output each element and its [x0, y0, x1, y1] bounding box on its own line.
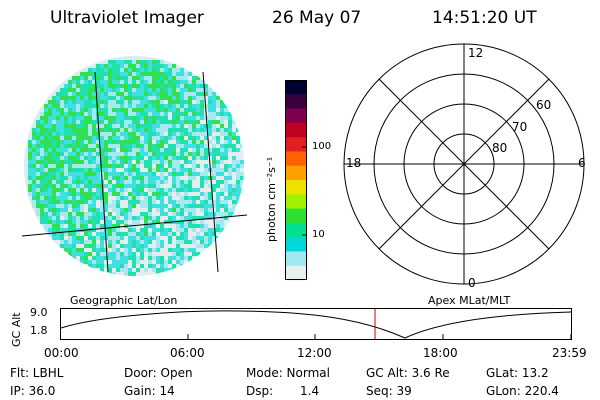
time-label: 14:51:20 UT — [432, 8, 537, 28]
uv-earth-image — [21, 56, 248, 276]
mlat-label-80: 80 — [492, 141, 508, 155]
colorbar-unit-label: photon cm⁻²s⁻¹ — [265, 156, 278, 242]
door-info: Door: Open — [124, 366, 193, 380]
mlat-label-60: 60 — [536, 98, 552, 112]
mlt-label-18: 18 — [346, 156, 362, 170]
geographic-label: Geographic Lat/Lon — [70, 294, 178, 307]
colorbar — [285, 80, 307, 281]
colorbar-band — [285, 108, 307, 124]
dsp-info-value: 1.4 — [300, 384, 320, 398]
colorbar-band — [285, 137, 307, 152]
x-tick-0600: 06:00 — [170, 346, 205, 360]
mlt-label-12: 12 — [468, 46, 484, 60]
colorbar-band — [285, 151, 307, 167]
colorbar-tick-10: 10 — [312, 229, 325, 240]
colorbar-band — [285, 194, 307, 210]
colorbar-band — [285, 265, 307, 281]
orbit-ylabel: GC Alt — [10, 312, 23, 347]
colorbar-band — [285, 94, 307, 110]
colorbar-band — [285, 222, 307, 238]
orbit-ytick-9: 9.0 — [30, 306, 48, 319]
gain-info: Gain: 14 — [124, 384, 175, 398]
colorbar-tick-100: 100 — [312, 141, 332, 152]
date-label: 26 May 07 — [272, 8, 362, 28]
x-tick-1200: 12:00 — [297, 346, 332, 360]
x-tick-1800: 18:00 — [423, 346, 458, 360]
orbit-altitude-plot — [60, 308, 572, 340]
glat-info: GLat: 13.2 — [486, 366, 549, 380]
filter-info: Flt: LBHL — [10, 366, 64, 380]
glon-info: GLon: 220.4 — [486, 384, 559, 398]
dsp-info-label: Dsp: — [246, 384, 274, 398]
colorbar-band — [285, 208, 307, 224]
colorbar-band — [285, 122, 307, 138]
ip-info: IP: 36.0 — [10, 384, 56, 398]
colorbar-band — [285, 237, 307, 252]
instrument-title: Ultraviolet Imager — [50, 8, 204, 28]
x-tick-0000: 00:00 — [44, 346, 79, 360]
polar-plot — [343, 43, 585, 285]
gc-alt-info: GC Alt: 3.6 Re — [366, 366, 450, 380]
altitude-curve — [60, 310, 572, 339]
polar-diagonal-2 — [378, 78, 550, 250]
mlt-label-0: 0 — [468, 276, 476, 290]
geographic-grid-lines — [21, 71, 248, 273]
colorbar-band — [285, 80, 307, 95]
colorbar-band — [285, 251, 307, 267]
mode-info: Mode: Normal — [246, 366, 330, 380]
mlt-label-6: 6 — [578, 156, 586, 170]
colorbar-band — [285, 180, 307, 195]
apex-label: Apex MLat/MLT — [428, 294, 511, 307]
x-tick-2359: 23:59 — [552, 346, 587, 360]
orbit-ytick-1-8: 1.8 — [30, 324, 48, 337]
seq-info: Seq: 39 — [366, 384, 412, 398]
uv-pixel-field — [24, 56, 244, 276]
mlat-label-70: 70 — [512, 120, 528, 134]
colorbar-band — [285, 165, 307, 181]
